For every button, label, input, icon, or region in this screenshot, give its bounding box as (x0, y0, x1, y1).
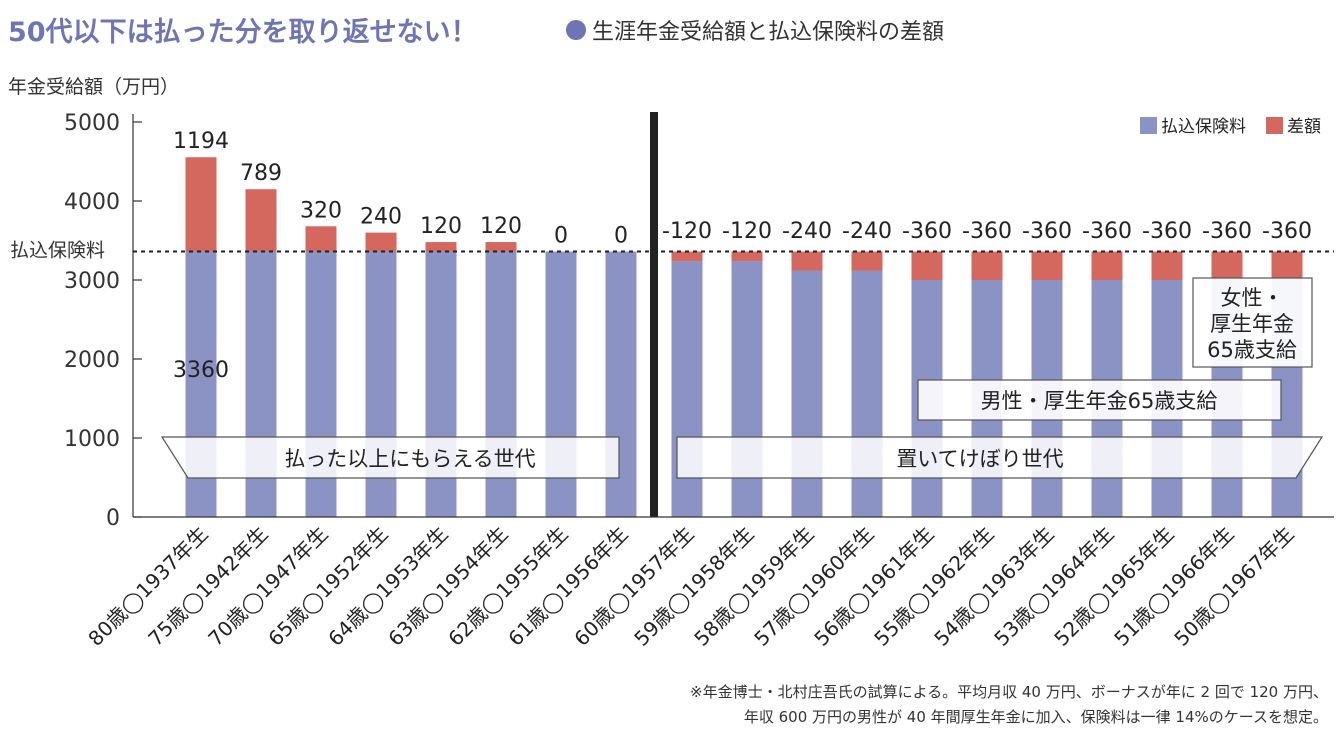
y-tick-label: 4000 (64, 190, 120, 215)
footnote: ※年金博士・北村庄吾氏の試算による。平均月収 40 万円、ボーナスが年に 2 回… (690, 680, 1328, 730)
bar-chart: 0 1000 2000 3000 4000 5000 払込保険料 払った以上にもらえる世代… (10, 111, 1334, 651)
bullet-icon (566, 20, 586, 40)
bar-diff (671, 251, 703, 262)
y-axis-label: 年金受給額（万円） (8, 76, 180, 98)
data-label: -240 (782, 219, 832, 244)
x-axis: 80歳◯1937年生75歳◯1942年生70歳◯1947年生65歳◯1952年生… (83, 516, 1334, 651)
bar-diff (1031, 251, 1063, 280)
bar-diff (485, 242, 517, 252)
data-label: 0 (614, 224, 628, 249)
bar-diff (1151, 251, 1183, 280)
bar-diff (731, 251, 763, 262)
female-box (1192, 277, 1313, 368)
data-label: 240 (360, 205, 402, 230)
bar-diff (791, 251, 823, 271)
data-label: -360 (1022, 219, 1072, 244)
annotations: 払った以上にもらえる世代 置いてけぼり世代 男性・厚生年金65歳支給 女性・厚生年金6… (160, 277, 1324, 479)
bar-base (671, 261, 703, 517)
y-tick-label: 1000 (64, 427, 120, 452)
chart-subtitle-text: 生涯年金受給額と払込保険料の差額 (592, 20, 945, 45)
chart-title: 50代以下は払った分を取り返せない！ (8, 17, 478, 48)
y-tick-label: 3000 (64, 269, 120, 294)
bar-diff (1271, 251, 1303, 280)
data-label: -360 (1202, 219, 1252, 244)
data-labels: 1194 789 320 240 120 120 0 0 -120 -120 -240 -240 -36… (173, 129, 1312, 383)
y-axis: 0 1000 2000 3000 4000 5000 (64, 111, 142, 531)
data-label: -120 (722, 219, 772, 244)
bar-base (731, 261, 763, 517)
data-label: -240 (842, 219, 892, 244)
bar-diff (185, 157, 217, 252)
data-label: -360 (1082, 219, 1132, 244)
data-label: -360 (902, 219, 952, 244)
male-box-label: 男性・厚生年金65歳支給 (981, 389, 1218, 413)
bar-diff (1211, 251, 1243, 280)
y-tick-label: 2000 (64, 348, 120, 373)
reference-line-label: 払込保険料 (10, 240, 105, 262)
loss-group-label: 置いてけぼり世代 (896, 447, 1063, 471)
generation-divider (650, 112, 658, 517)
male-box (917, 379, 1282, 421)
bar-diff (425, 242, 457, 252)
bar-base (791, 270, 823, 517)
footnote-line-1: ※年金博士・北村庄吾氏の試算による。平均月収 40 万円、ボーナスが年に 2 回… (690, 683, 1328, 701)
chart-subtitle: 生涯年金受給額と払込保険料の差額 (566, 14, 944, 46)
y-tick-label: 5000 (64, 111, 120, 136)
data-label: 120 (480, 214, 522, 239)
data-label: 0 (554, 224, 568, 249)
data-label: -120 (662, 219, 712, 244)
legend-label-base: 払込保険料 (1161, 117, 1246, 137)
bar-diff (245, 189, 277, 252)
gain-group-label: 払った以上にもらえる世代 (284, 447, 535, 471)
bar-diff (1091, 251, 1123, 280)
loss-group-banner (676, 436, 1324, 479)
data-label: -360 (962, 219, 1012, 244)
data-label: 120 (420, 214, 462, 239)
female-box-line: 65歳支給 (1207, 338, 1297, 362)
bar-base (851, 270, 883, 517)
data-label: -360 (1142, 219, 1192, 244)
bar-diff (305, 226, 337, 252)
footnote-line-2: 年収 600 万円の男性が 40 年間厚生年金に加入、保険料は一律 14%のケー… (743, 708, 1328, 726)
female-box-line: 女性・ (1221, 286, 1284, 310)
gain-group-banner (160, 436, 620, 479)
legend-swatch-diff (1266, 117, 1283, 134)
bar-diff (971, 251, 1003, 280)
data-label: 320 (300, 198, 342, 223)
legend-swatch-base (1140, 117, 1157, 134)
bar-diff (911, 251, 943, 280)
legend-label-diff: 差額 (1287, 117, 1321, 137)
bar-diff (851, 251, 883, 271)
y-tick-label: 0 (106, 506, 120, 531)
data-label: 1194 (173, 129, 229, 154)
legend: 払込保険料 差額 (1140, 117, 1321, 137)
data-label: -360 (1262, 219, 1312, 244)
reference-line-group: 払込保険料 (10, 112, 1334, 517)
base-value-label: 3360 (173, 358, 229, 383)
data-label: 789 (240, 161, 282, 186)
bar-diff (365, 232, 397, 252)
female-box-line: 厚生年金 (1210, 312, 1294, 336)
